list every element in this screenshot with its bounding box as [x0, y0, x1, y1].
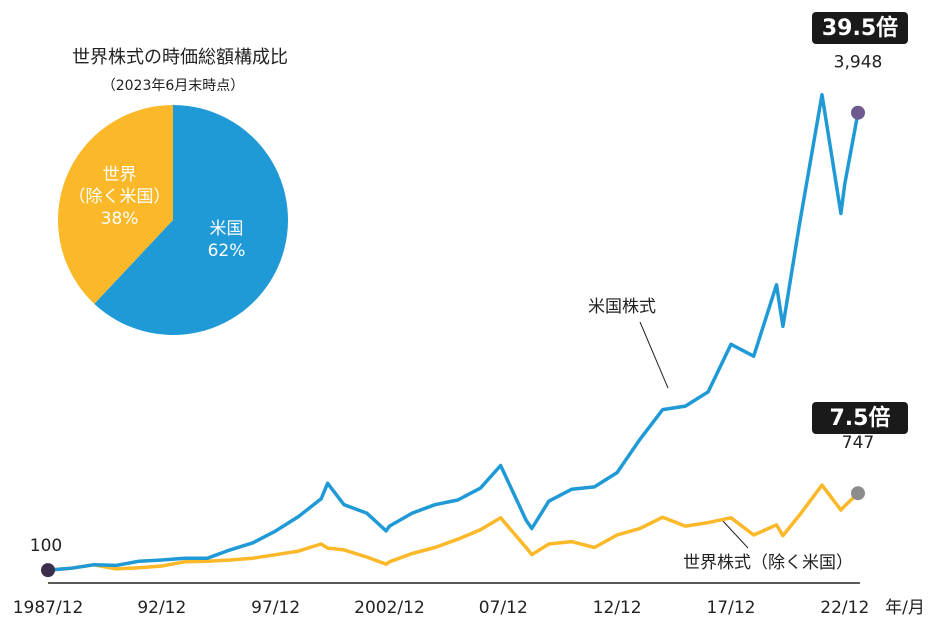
- start-value-label: 100: [30, 536, 62, 556]
- series-line: [47, 92, 860, 572]
- pie-category-label: 米国: [209, 219, 243, 239]
- pie-slice: [94, 105, 289, 336]
- leader-line: [721, 519, 749, 549]
- pie-category-label: 世界（除く米国）: [69, 165, 171, 207]
- x-tick-label: 17/12: [706, 598, 755, 618]
- x-tick-label: 22/12: [820, 598, 869, 618]
- pie-value-label: 38%: [101, 209, 139, 229]
- series-line: [47, 483, 860, 572]
- x-tick-label: 1987/12: [13, 598, 84, 618]
- series-label: 米国株式: [588, 297, 656, 317]
- pie-value-label: 62%: [208, 241, 246, 261]
- annotation: 39.5倍: [822, 15, 898, 41]
- end-marker: [851, 105, 865, 120]
- start-marker: [41, 563, 55, 578]
- pie-title: 世界株式の時価総額構成比: [72, 47, 288, 68]
- leader-line: [639, 321, 669, 389]
- annotation-box: [812, 12, 908, 44]
- x-axis-label: 年/月: [885, 598, 925, 618]
- x-tick-label: 97/12: [251, 598, 300, 618]
- pie-slice: [58, 105, 173, 304]
- x-tick-label: 07/12: [479, 598, 528, 618]
- x-tick-label: 12/12: [593, 598, 642, 618]
- annotation: 7.5倍: [830, 405, 891, 431]
- end-value-label: 3,948: [834, 53, 883, 73]
- end-marker: [851, 486, 865, 501]
- series-label: 世界株式（除く米国）: [683, 553, 853, 573]
- x-tick-label: 92/12: [137, 598, 186, 618]
- end-value-label: 747: [842, 433, 874, 453]
- pie-subtitle: （2023年6月末時点）: [102, 78, 245, 94]
- x-tick-label: 2002/12: [354, 598, 425, 618]
- annotation-box: [812, 402, 908, 434]
